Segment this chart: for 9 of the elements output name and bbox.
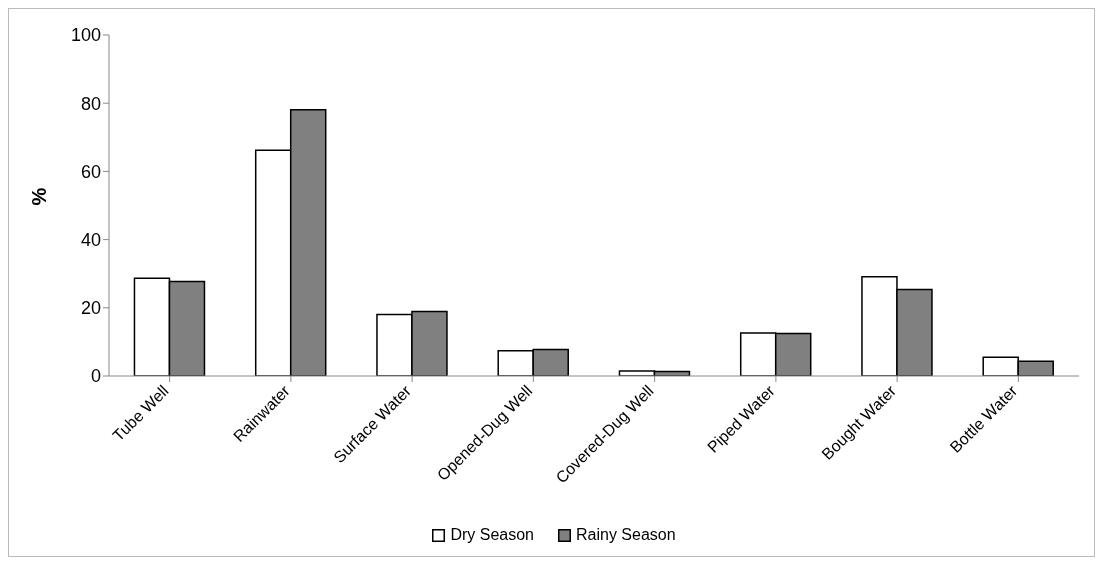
legend-label: Rainy Season bbox=[575, 526, 676, 544]
legend-label: Dry Season bbox=[450, 526, 534, 544]
y-tick-label: 60 bbox=[80, 161, 101, 182]
y-tick-label: 40 bbox=[80, 229, 101, 250]
y-tick-label: 100 bbox=[70, 25, 101, 46]
y-tick-label: 80 bbox=[80, 93, 101, 114]
y-tick-label: 0 bbox=[90, 366, 101, 387]
y-tick-label: 20 bbox=[80, 298, 101, 319]
y-axis-title: % bbox=[28, 187, 51, 206]
